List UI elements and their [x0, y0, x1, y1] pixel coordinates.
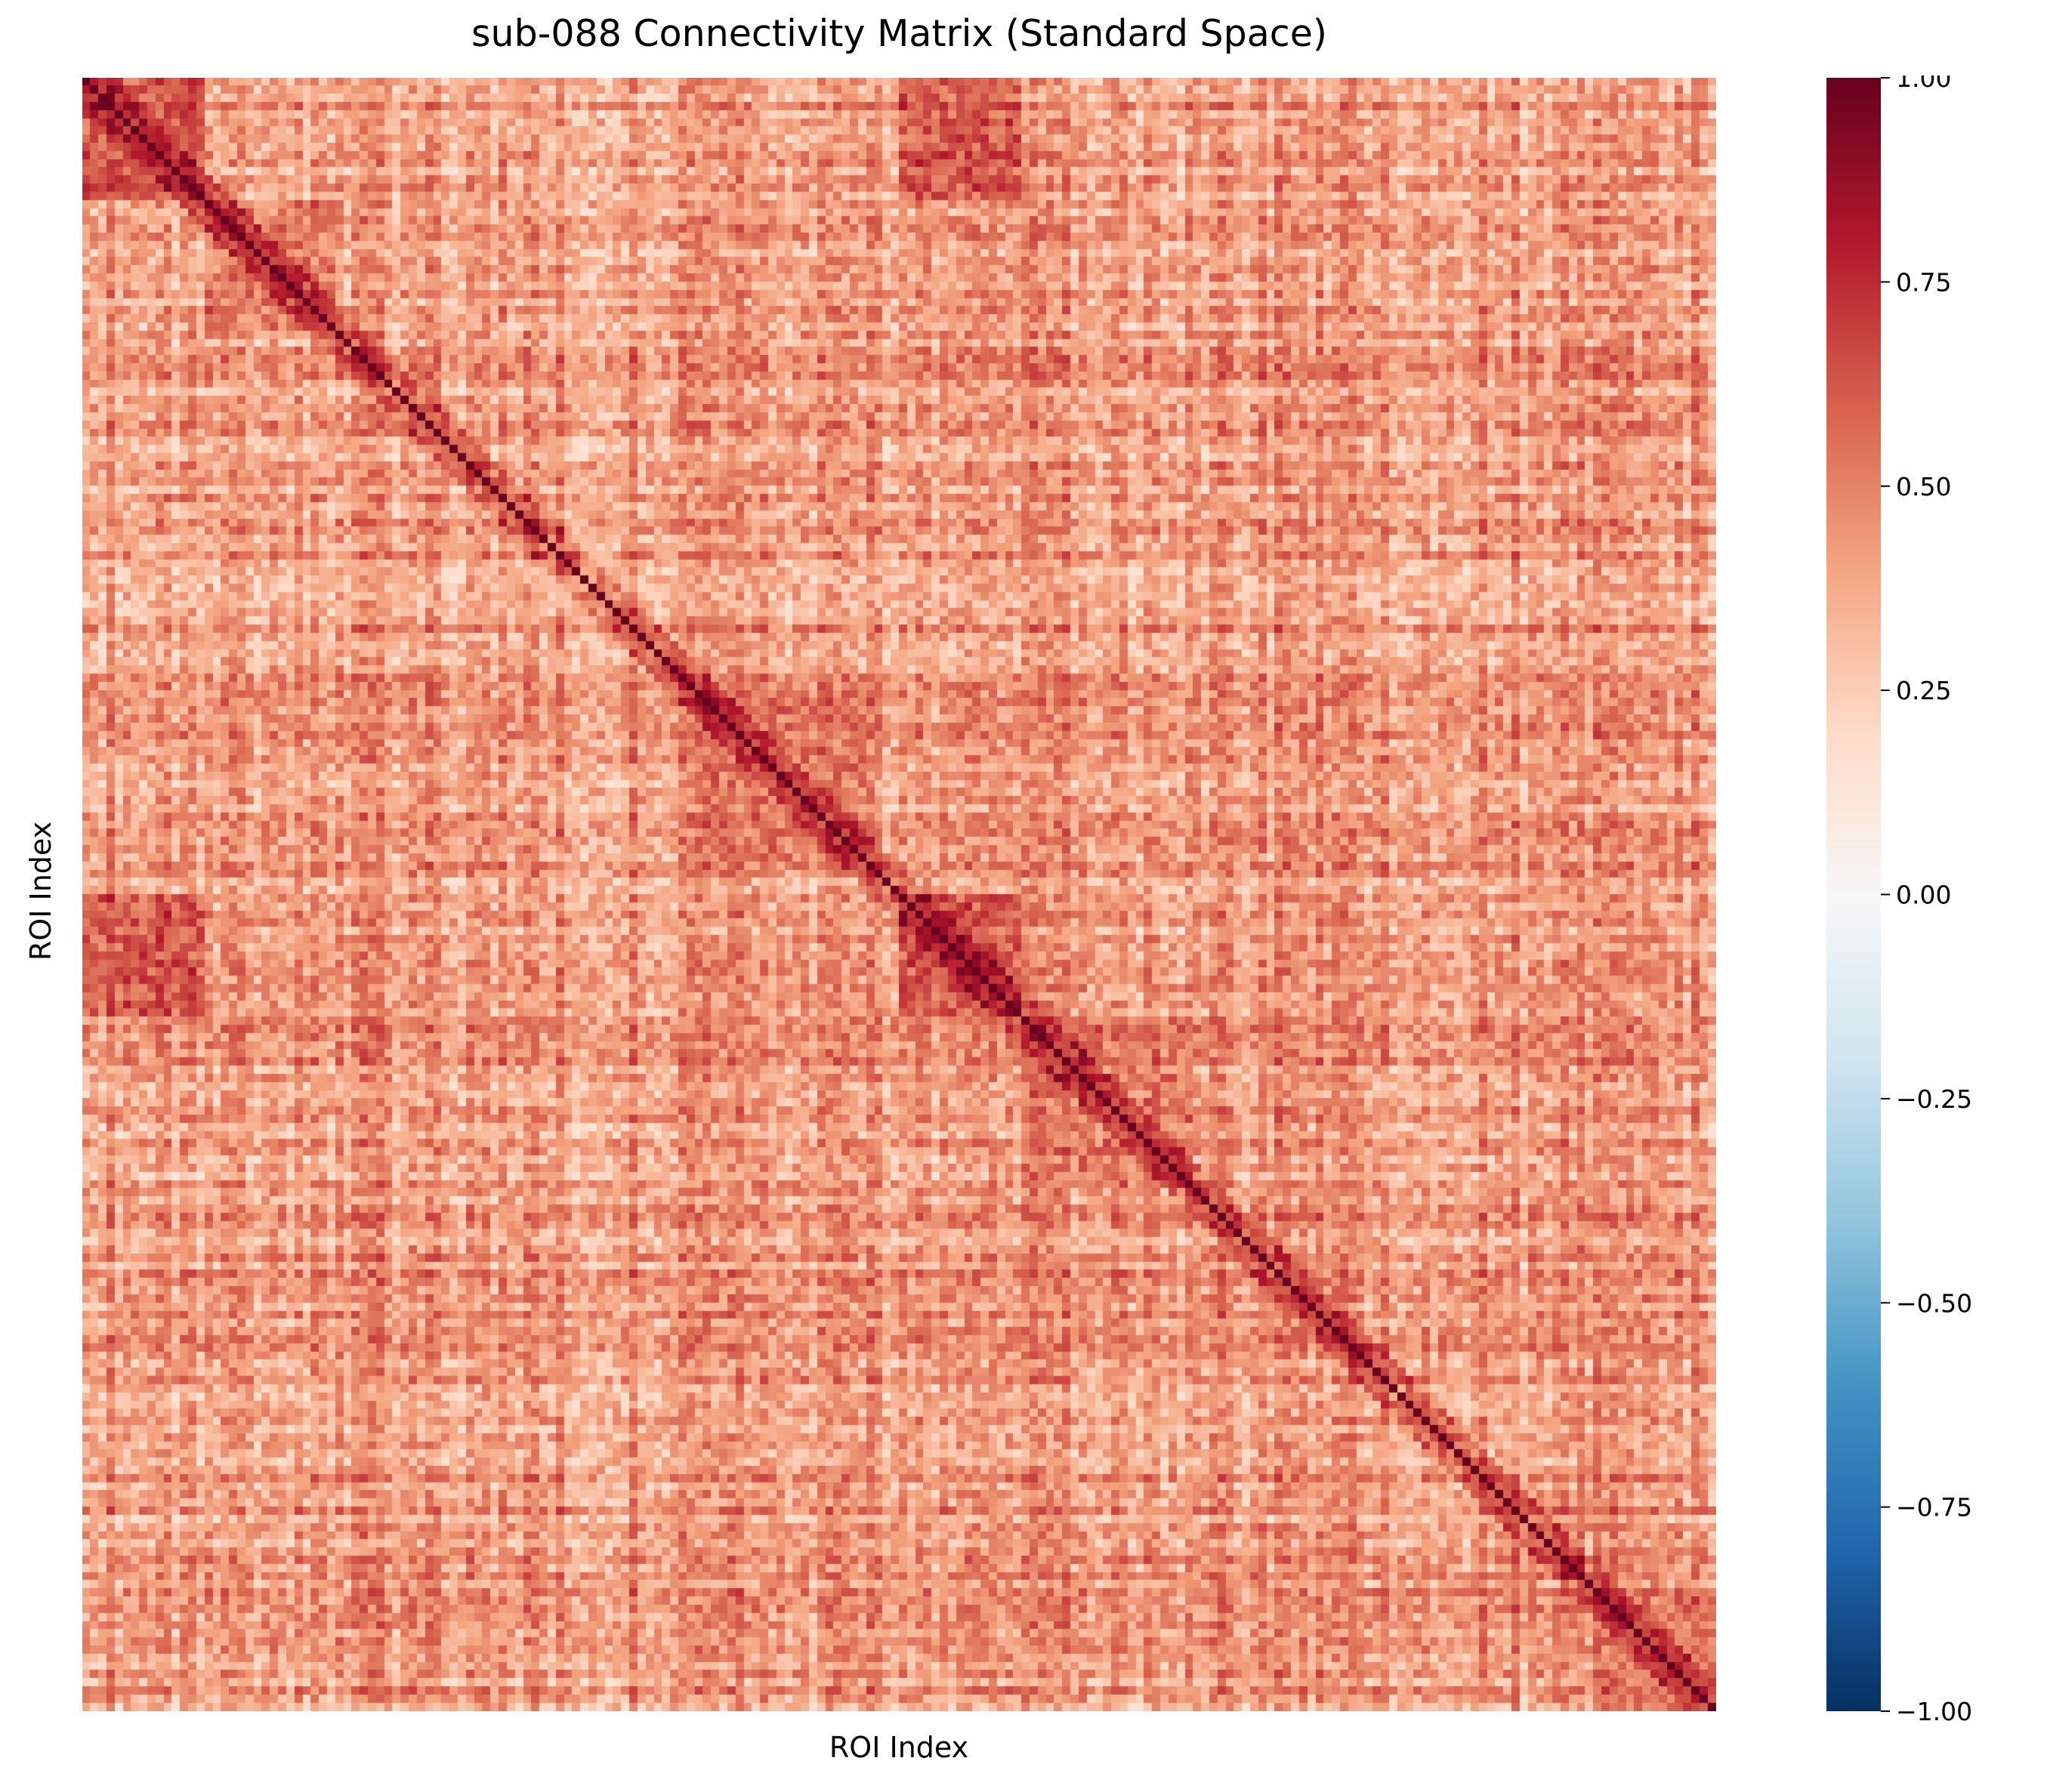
- colorbar-tick-label: 0.75: [1896, 267, 1951, 297]
- colorbar-tick-label: −0.50: [1896, 1288, 1972, 1318]
- colorbar-tick-label: −0.75: [1896, 1493, 1972, 1522]
- colorbar: 1.00 0.75 0.50 0.25 0.00 −0.25 −0.50 −0.75 −1.00: [1826, 63, 2047, 1726]
- colorbar-tick-label: 1.00: [1896, 76, 1951, 93]
- y-axis-label: ROI Index: [24, 821, 57, 961]
- colorbar-gradient: [1826, 78, 1881, 1711]
- chart-title: sub-088 Connectivity Matrix (Standard Sp…: [471, 12, 1327, 55]
- colorbar-svg: 1.00 0.75 0.50 0.25 0.00 −0.25 −0.50 −0.75 −1.00: [1826, 63, 1972, 1726]
- colorbar-tick-label: 0.50: [1896, 472, 1951, 501]
- x-axis-label: ROI Index: [829, 1731, 969, 1764]
- connectivity-heatmap: [82, 78, 1716, 1711]
- colorbar-tick-label: −1.00: [1896, 1697, 1972, 1722]
- colorbar-tick-label: 0.25: [1896, 676, 1951, 705]
- colorbar-tick-label: 0.00: [1896, 881, 1951, 910]
- colorbar-tick-label: −0.25: [1896, 1084, 1972, 1114]
